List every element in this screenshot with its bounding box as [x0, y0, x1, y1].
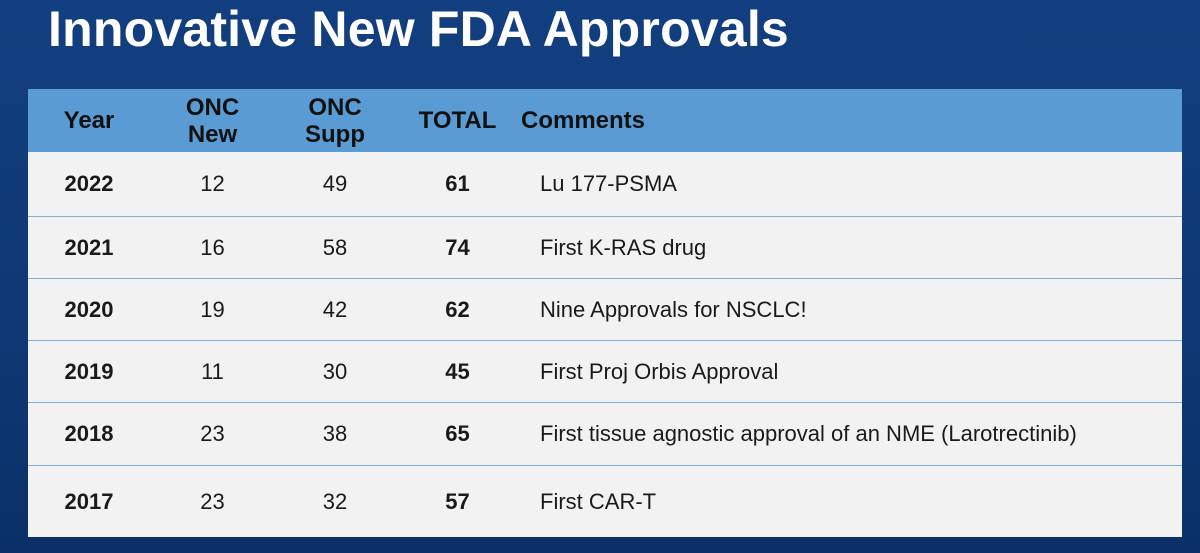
- table-row: 2019 11 30 45 First Proj Orbis Approval: [28, 340, 1182, 402]
- table-row: 2020 19 42 62 Nine Approvals for NSCLC!: [28, 278, 1182, 340]
- header-onc-new: ONC New: [185, 93, 240, 148]
- table-header: Year ONC New ONC Supp TOTAL Comments: [28, 89, 1182, 152]
- cell-onc-supp: 38: [322, 421, 348, 446]
- cell-total: 61: [445, 171, 470, 196]
- cell-comment: First tissue agnostic approval of an NME…: [540, 421, 1077, 446]
- header-onc-supp: ONC Supp: [305, 93, 365, 148]
- cell-comment: Nine Approvals for NSCLC!: [540, 296, 807, 322]
- header-comments: Comments: [521, 107, 646, 134]
- cell-total: 62: [445, 296, 470, 322]
- table-row: 2022 12 49 61 Lu 177-PSMA: [28, 152, 1182, 216]
- table-row: 2021 16 58 74 First K-RAS drug: [28, 216, 1182, 278]
- cell-onc-supp: 32: [322, 488, 348, 514]
- slide-title: Innovative New FDA Approvals: [48, 1, 789, 57]
- cell-comment: First K-RAS drug: [540, 234, 707, 260]
- cell-onc-new: 11: [201, 358, 224, 384]
- header-total: TOTAL: [418, 107, 497, 134]
- cell-total: 45: [445, 358, 470, 384]
- cell-onc-new: 16: [200, 234, 225, 260]
- cell-year: 2019: [64, 358, 114, 384]
- cell-onc-new: 12: [200, 171, 225, 196]
- cell-onc-supp: 49: [322, 171, 348, 196]
- cell-total: 74: [445, 234, 470, 260]
- cell-year: 2022: [64, 171, 114, 196]
- cell-total: 65: [445, 421, 470, 446]
- cell-year: 2017: [64, 488, 114, 514]
- cell-year: 2021: [64, 234, 114, 260]
- cell-year: 2020: [64, 296, 114, 322]
- cell-year: 2018: [64, 421, 114, 446]
- cell-onc-supp: 42: [322, 296, 348, 322]
- cell-comment: First Proj Orbis Approval: [540, 358, 779, 384]
- table-row: 2018 23 38 65 First tissue agnostic approval…: [28, 402, 1182, 465]
- table-row: 2017 23 32 57 First CAR-T: [28, 465, 1182, 537]
- approvals-table: Year ONC New ONC Supp TOTAL Comments 202…: [28, 89, 1182, 537]
- cell-comment: Lu 177-PSMA: [540, 171, 677, 196]
- header-year: Year: [63, 107, 115, 134]
- cell-onc-new: 23: [200, 421, 225, 446]
- cell-comment: First CAR-T: [540, 488, 657, 514]
- cell-onc-supp: 58: [322, 234, 348, 260]
- cell-onc-new: 19: [200, 296, 225, 322]
- cell-onc-supp: 30: [322, 358, 348, 384]
- cell-total: 57: [445, 488, 470, 514]
- cell-onc-new: 23: [200, 488, 225, 514]
